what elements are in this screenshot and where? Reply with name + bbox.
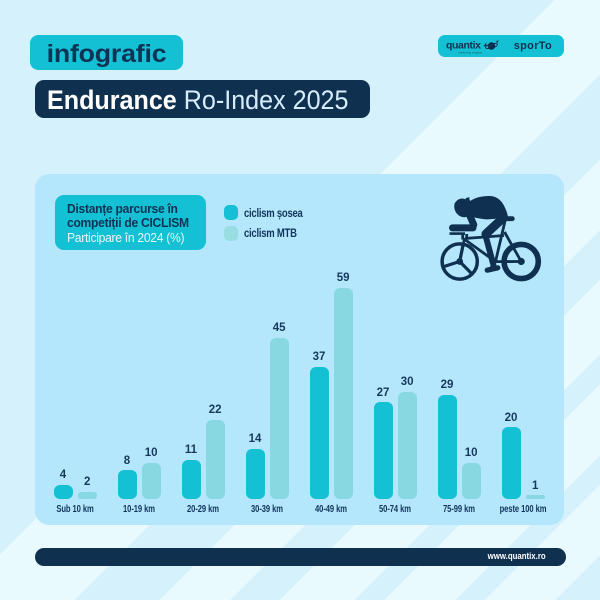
svg-text:quantix: quantix (446, 40, 481, 52)
svg-text:marketing insights: marketing insights (458, 50, 483, 54)
